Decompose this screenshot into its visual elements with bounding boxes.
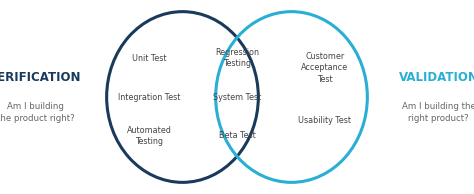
Text: Unit Test: Unit Test bbox=[132, 54, 166, 63]
Text: Am I building
the product right?: Am I building the product right? bbox=[0, 102, 74, 123]
Text: Automated
Testing: Automated Testing bbox=[127, 126, 172, 146]
Text: Customer
Acceptance
Test: Customer Acceptance Test bbox=[301, 52, 348, 83]
Text: VALIDATION: VALIDATION bbox=[399, 71, 474, 84]
Text: Am I building the
right product?: Am I building the right product? bbox=[401, 102, 474, 123]
Text: Regression
Testing: Regression Testing bbox=[215, 48, 259, 68]
Text: Usability Test: Usability Test bbox=[298, 116, 351, 125]
Text: Integration Test: Integration Test bbox=[118, 93, 181, 101]
Text: Beta Test: Beta Test bbox=[219, 131, 255, 140]
Text: System Test: System Test bbox=[213, 93, 261, 101]
Text: VERIFICATION: VERIFICATION bbox=[0, 71, 82, 84]
